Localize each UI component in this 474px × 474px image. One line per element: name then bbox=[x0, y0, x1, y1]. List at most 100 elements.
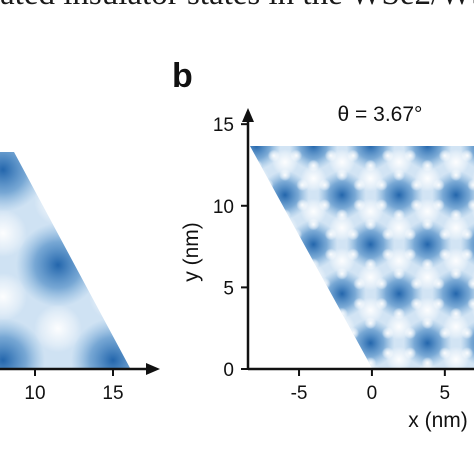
moire-bright-spot bbox=[300, 264, 327, 291]
moire-dark-spot bbox=[289, 319, 338, 368]
moire-ring-spot bbox=[347, 347, 360, 360]
moire-ring-spot bbox=[239, 396, 251, 408]
moire-bright-spot bbox=[443, 116, 469, 142]
moire-bright-spot bbox=[34, 304, 82, 353]
moire-ring-spot bbox=[279, 267, 291, 280]
moire-ring-spot bbox=[353, 396, 365, 408]
moire-ring-spot bbox=[324, 248, 337, 261]
moire-ring-spot bbox=[364, 317, 377, 330]
moire-ring-spot bbox=[404, 228, 417, 241]
moire-ring-spot bbox=[393, 169, 405, 181]
moire-ring-spot bbox=[325, 130, 337, 142]
moire-ring-spot bbox=[318, 277, 331, 290]
moire-ring-spot bbox=[336, 307, 348, 320]
panel-b-y-tick-label: 15 bbox=[213, 115, 234, 136]
moire-ring-spot bbox=[318, 297, 331, 310]
moire-ring-spot bbox=[262, 396, 274, 408]
moire-ring-spot bbox=[376, 376, 388, 388]
panel-b-y-tick-label: 0 bbox=[223, 360, 234, 381]
moire-ring-spot bbox=[353, 297, 366, 310]
moire-dark-spot bbox=[71, 318, 130, 368]
moire-ring-spot bbox=[381, 347, 394, 360]
moire-ring-spot bbox=[410, 277, 423, 290]
moire-ring-spot bbox=[421, 317, 434, 330]
moire-ring-spot bbox=[467, 396, 474, 408]
moire-dark-spot bbox=[0, 152, 45, 212]
moire-ring-spot bbox=[347, 149, 360, 162]
moire-ring-spot bbox=[353, 179, 366, 191]
moire-ring-spot bbox=[279, 209, 291, 221]
moire-ring-spot bbox=[261, 277, 274, 290]
moire-ring-spot bbox=[438, 347, 451, 360]
moire-ring-spot bbox=[404, 327, 417, 340]
panel-b-angle-label: θ = 3.67° bbox=[338, 103, 423, 126]
moire-ring-spot bbox=[279, 406, 291, 418]
caption-text: ated insulator states in the WSe2/WS2 bbox=[0, 0, 474, 13]
moire-dark-spot bbox=[250, 319, 281, 368]
moire-ring-spot bbox=[410, 179, 423, 191]
moire-dark-spot bbox=[261, 269, 309, 318]
moire-bright-spot bbox=[272, 313, 298, 340]
moire-ring-spot bbox=[404, 130, 416, 142]
moire-ring-spot bbox=[319, 376, 331, 388]
moire-dark-spot bbox=[0, 318, 45, 368]
moire-ring-spot bbox=[353, 199, 366, 211]
moire-ring-spot bbox=[250, 258, 263, 271]
moire-ring-spot bbox=[432, 297, 445, 310]
moire-ring-spot bbox=[262, 376, 274, 388]
moire-ring-spot bbox=[205, 376, 217, 388]
moire-ring-spot bbox=[421, 357, 434, 368]
moire-ring-spot bbox=[261, 297, 274, 310]
moire-ring-spot bbox=[461, 248, 474, 261]
moire-ring-spot bbox=[250, 297, 252, 310]
moire-ring-spot bbox=[267, 149, 280, 162]
moire-ring-spot bbox=[461, 130, 473, 142]
panel-b-x-tick-label: 0 bbox=[367, 383, 378, 404]
moire-ring-spot bbox=[222, 406, 234, 418]
moire-ring-spot bbox=[421, 258, 434, 271]
moire-ring-spot bbox=[290, 327, 303, 340]
moire-bright-spot bbox=[300, 297, 327, 324]
moire-ring-spot bbox=[268, 130, 280, 142]
moire-ring-spot bbox=[347, 327, 360, 340]
moire-ring-spot bbox=[353, 277, 366, 290]
moire-ring-spot bbox=[381, 149, 394, 162]
panel-b-y-axis-label: y (nm) bbox=[180, 222, 203, 282]
moire-ring-spot bbox=[307, 258, 320, 271]
moire-ring-spot bbox=[336, 169, 348, 181]
moire-bright-spot bbox=[34, 177, 82, 226]
moire-ring-spot bbox=[296, 199, 309, 211]
moire-ring-spot bbox=[290, 347, 303, 360]
moire-ring-spot bbox=[375, 199, 388, 211]
moire-ring-spot bbox=[393, 406, 405, 418]
moire-ring-spot bbox=[296, 277, 309, 290]
moire-ring-spot bbox=[450, 307, 462, 320]
moire-ring-spot bbox=[393, 209, 405, 221]
moire-bright-spot bbox=[272, 116, 298, 142]
moire-ring-spot bbox=[364, 258, 377, 271]
panel-b-y-tick-label: 5 bbox=[223, 278, 234, 299]
panel-b-x-tick-label: -5 bbox=[291, 383, 308, 404]
moire-ring-spot bbox=[404, 248, 417, 261]
moire-ring-spot bbox=[261, 199, 274, 211]
moire-ring-spot bbox=[404, 149, 417, 162]
moire-ring-spot bbox=[205, 278, 217, 290]
moire-ring-spot bbox=[461, 228, 474, 241]
moire-ring-spot bbox=[432, 179, 445, 191]
moire-ring-spot bbox=[336, 209, 348, 221]
moire-ring-spot bbox=[461, 347, 474, 360]
moire-ring-spot bbox=[347, 228, 360, 241]
moire-ring-spot bbox=[307, 218, 320, 231]
moire-bright-spot bbox=[329, 313, 355, 340]
moire-ring-spot bbox=[307, 357, 320, 368]
moire-ring-spot bbox=[290, 228, 303, 241]
moire-ring-spot bbox=[290, 130, 302, 142]
panel-b-x-tick-label: 5 bbox=[440, 383, 451, 404]
moire-ring-spot bbox=[261, 179, 274, 191]
moire-ring-spot bbox=[279, 307, 291, 320]
moire-ring-spot bbox=[375, 277, 388, 290]
moire-ring-spot bbox=[467, 297, 474, 310]
moire-ring-spot bbox=[279, 169, 291, 181]
moire-bright-spot bbox=[272, 214, 298, 241]
moire-bright-spot bbox=[144, 368, 192, 416]
